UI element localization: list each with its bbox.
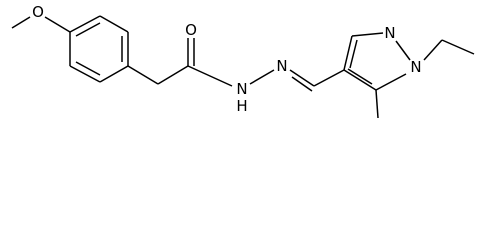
- molecule-diagram: O O N H N N N: [11, 3, 475, 119]
- bonds: [11, 15, 475, 119]
- atom-label: N: [384, 24, 395, 42]
- atom-label: N: [276, 57, 287, 75]
- atom-label: N: [236, 80, 247, 98]
- atom-label: H: [236, 97, 247, 115]
- atom-label: O: [32, 3, 44, 21]
- atom-label: N: [410, 58, 421, 76]
- atom-label: O: [185, 21, 197, 39]
